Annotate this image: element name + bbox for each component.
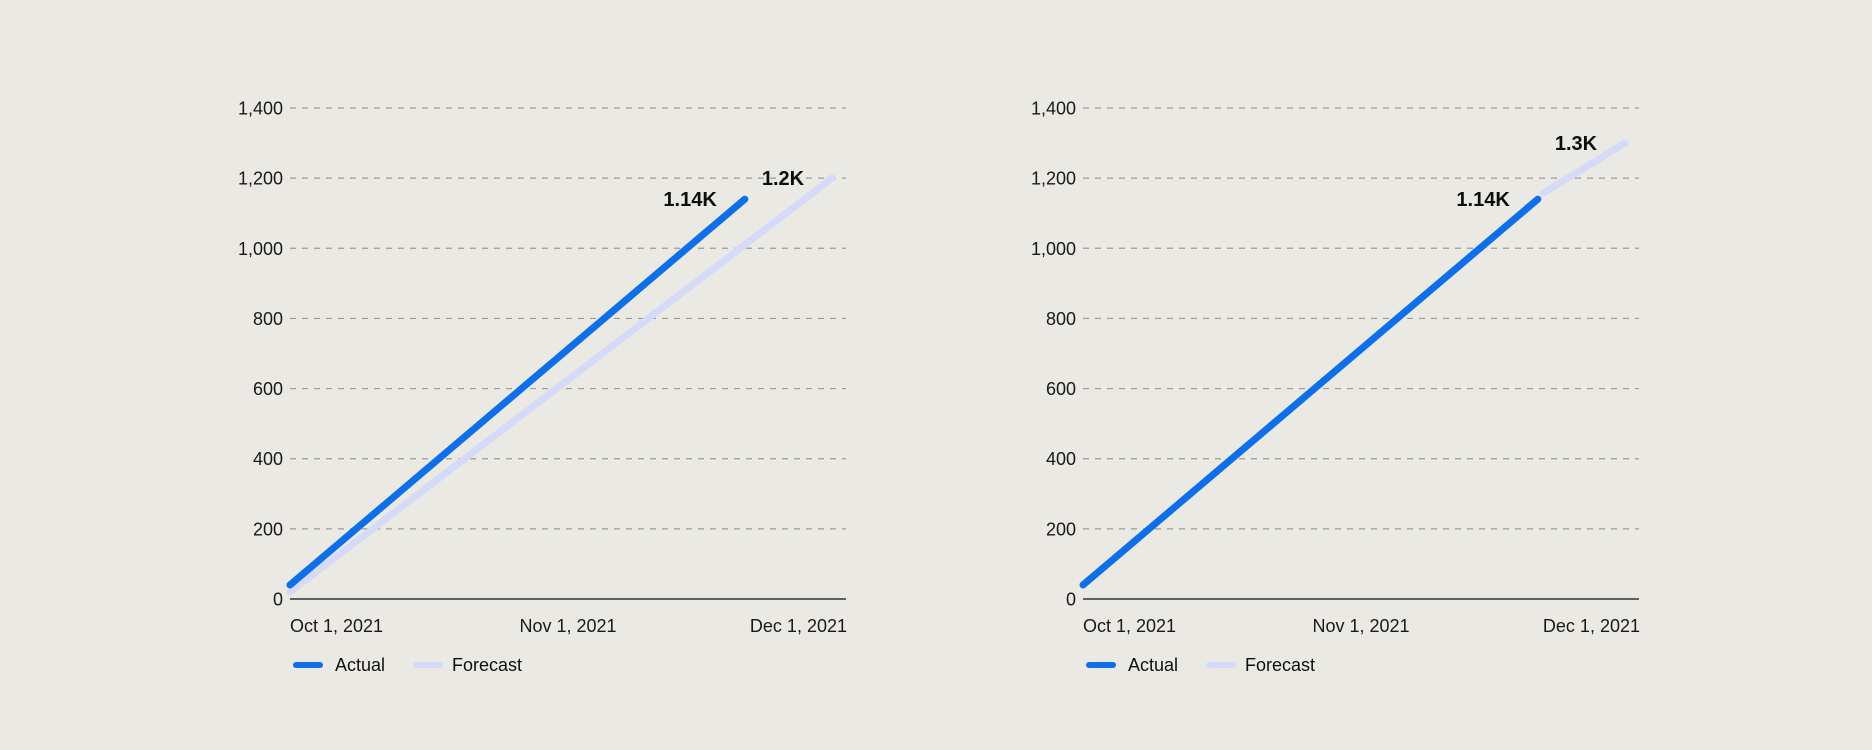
- x-axis-tick-label: Nov 1, 2021: [1312, 616, 1409, 636]
- series-line-actual: [1079, 195, 1542, 589]
- y-axis-tick-label: 600: [253, 379, 283, 399]
- legend-swatch: [413, 662, 443, 668]
- legend-swatch: [1086, 662, 1116, 668]
- series-end-value-label: 1.2K: [762, 168, 805, 190]
- y-axis-tick-label: 1,400: [1031, 99, 1076, 119]
- y-axis-tick-label: 400: [1046, 449, 1076, 469]
- legend-label: Forecast: [452, 655, 522, 675]
- series-end-value-label: 1.14K: [663, 189, 717, 211]
- y-axis-tick-label: 1,000: [238, 239, 283, 259]
- legend-item-actual[interactable]: Actual: [293, 655, 385, 675]
- y-axis-tick-label: 1,000: [1031, 239, 1076, 259]
- y-axis-tick-label: 1,200: [1031, 169, 1076, 189]
- y-axis-tick-label: 0: [1066, 590, 1076, 610]
- legend-item-actual[interactable]: Actual: [1086, 655, 1178, 675]
- y-axis-tick-label: 1,400: [238, 99, 283, 119]
- x-axis-tick-label: Nov 1, 2021: [519, 616, 616, 636]
- legend-item-forecast[interactable]: Forecast: [413, 655, 522, 675]
- legend-swatch: [293, 662, 323, 668]
- x-axis-tick-label: Oct 1, 2021: [1083, 616, 1176, 636]
- y-axis-tick-label: 600: [1046, 379, 1076, 399]
- y-axis-tick-label: 800: [253, 309, 283, 329]
- y-axis-tick-label: 400: [253, 449, 283, 469]
- y-axis-tick-label: 200: [1046, 519, 1076, 539]
- series-line-forecast: [1540, 139, 1629, 197]
- legend-item-forecast[interactable]: Forecast: [1206, 655, 1315, 675]
- y-axis-tick-label: 0: [273, 590, 283, 610]
- legend-label: Forecast: [1245, 655, 1315, 675]
- y-axis-tick-label: 1,200: [238, 169, 283, 189]
- x-axis-tick-label: Oct 1, 2021: [290, 616, 383, 636]
- x-axis-tick-label: Dec 1, 2021: [750, 616, 847, 636]
- line-chart-left: 0 200 400 600 800 1,000 1,200 1,400 Oct 1, 2021 N…: [190, 60, 890, 700]
- chart-svg: 0 200 400 600 800 1,000 1,200 1,400 Oct 1, 2021 N…: [238, 99, 847, 676]
- series-end-value-label: 1.14K: [1456, 189, 1510, 211]
- legend-label: Actual: [335, 655, 385, 675]
- series-line-actual: [286, 195, 749, 589]
- legend-label: Actual: [1128, 655, 1178, 675]
- chart-svg: 0 200 400 600 800 1,000 1,200 1,400 Oct 1, 2021 N…: [1031, 99, 1640, 676]
- x-axis-tick-label: Dec 1, 2021: [1543, 616, 1640, 636]
- series-end-value-label: 1.3K: [1555, 133, 1598, 155]
- line-chart-right: 0 200 400 600 800 1,000 1,200 1,400 Oct 1, 2021 N…: [983, 60, 1683, 700]
- y-axis-tick-label: 800: [1046, 309, 1076, 329]
- legend-swatch: [1206, 662, 1236, 668]
- series-line-forecast: [286, 174, 836, 596]
- y-axis-tick-label: 200: [253, 519, 283, 539]
